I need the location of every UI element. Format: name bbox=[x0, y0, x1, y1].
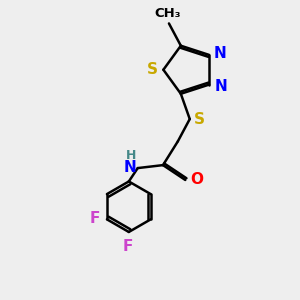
Text: N: N bbox=[214, 46, 226, 61]
Text: S: S bbox=[147, 62, 158, 77]
Text: F: F bbox=[122, 238, 133, 253]
Text: F: F bbox=[90, 211, 101, 226]
Text: N: N bbox=[124, 160, 136, 175]
Text: H: H bbox=[126, 148, 136, 161]
Text: N: N bbox=[214, 79, 227, 94]
Text: O: O bbox=[190, 172, 204, 188]
Text: CH₃: CH₃ bbox=[154, 7, 181, 20]
Text: S: S bbox=[194, 112, 205, 127]
